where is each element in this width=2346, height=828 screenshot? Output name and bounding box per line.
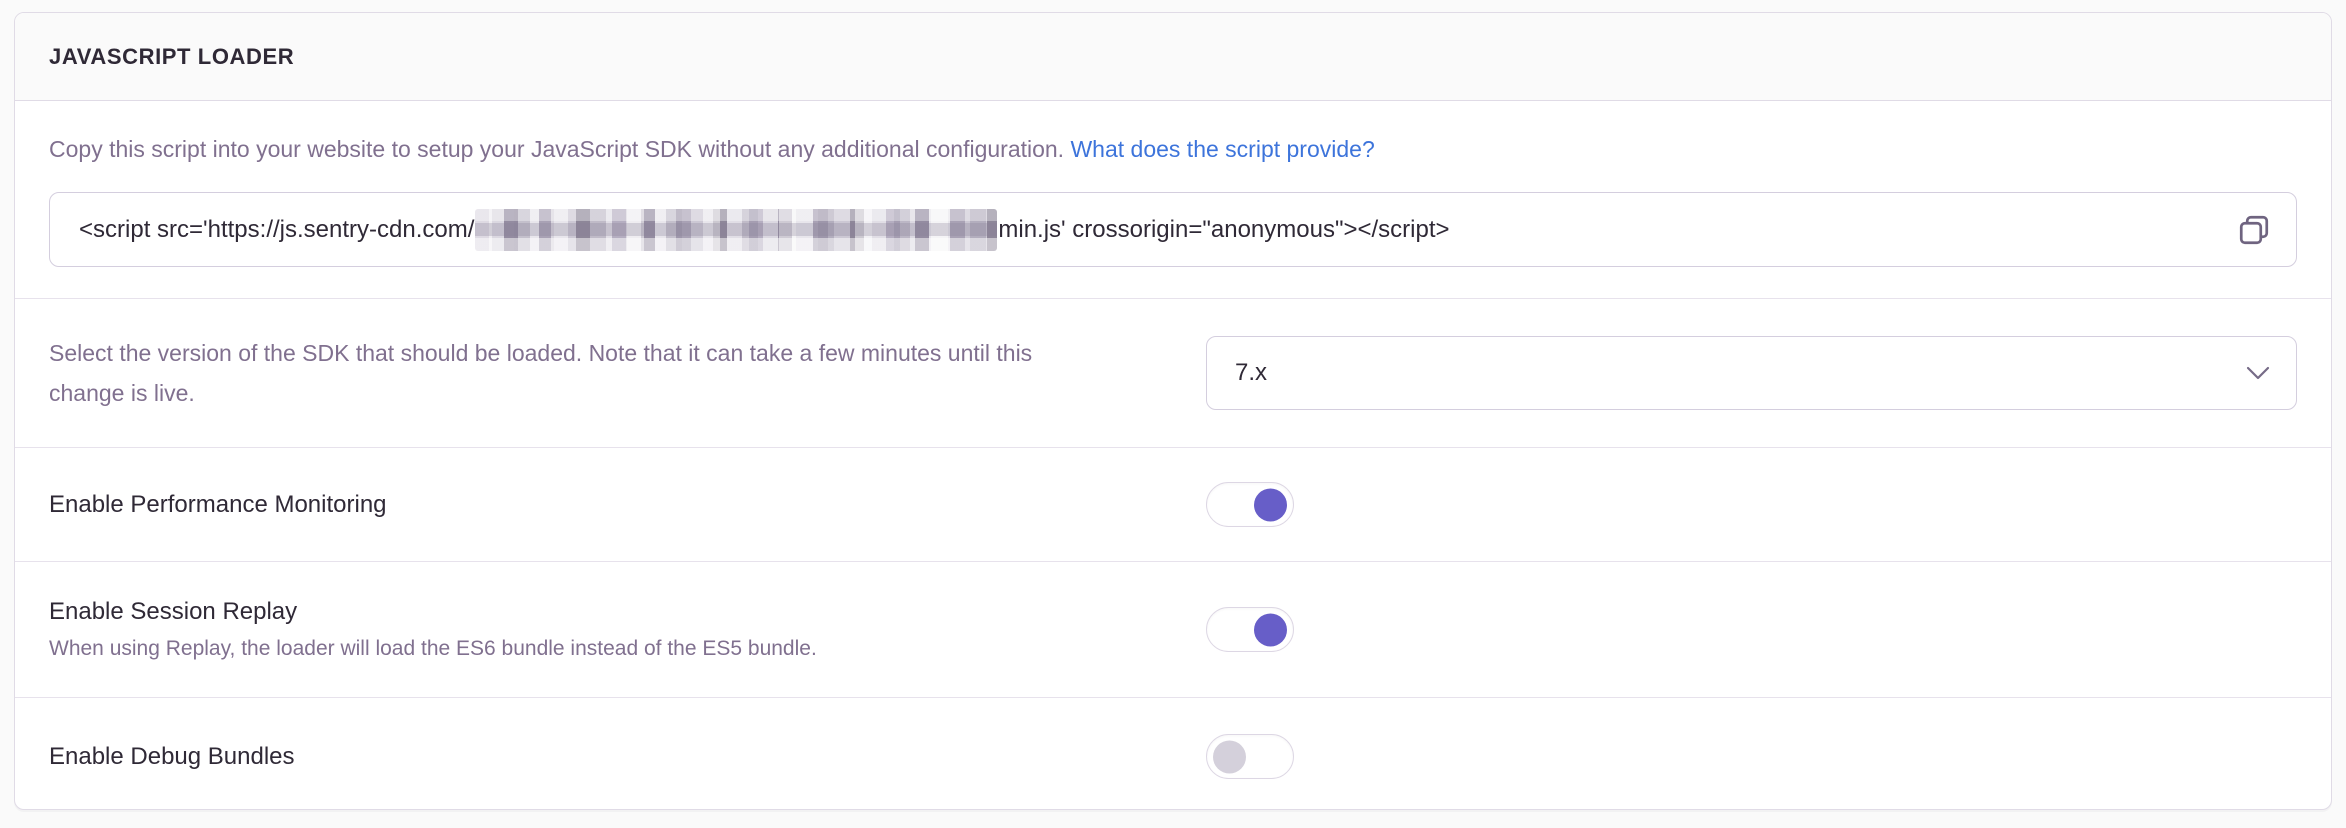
script-description-text: Copy this script into your website to se…: [49, 136, 1071, 162]
chevron-down-icon: [2246, 366, 2270, 381]
loader-script-value: <script src='https://js.sentry-cdn.com/m…: [79, 208, 1450, 251]
script-section: Copy this script into your website to se…: [15, 101, 2331, 299]
session-replay-row: Enable Session Replay When using Replay,…: [15, 562, 2331, 698]
script-code-suffix: min.js' crossorigin="anonymous"></script…: [998, 215, 1450, 243]
redacted-dsn-blur: [475, 208, 998, 251]
performance-monitoring-toggle[interactable]: [1206, 482, 1294, 527]
panel-header: JAVASCRIPT LOADER: [15, 13, 2331, 101]
loader-script-field[interactable]: <script src='https://js.sentry-cdn.com/m…: [49, 192, 2297, 267]
session-replay-help: When using Replay, the loader will load …: [49, 637, 817, 660]
script-provide-link[interactable]: What does the script provide?: [1070, 136, 1375, 162]
performance-monitoring-label: Enable Performance Monitoring: [49, 490, 387, 518]
toggle-knob: [1213, 740, 1246, 773]
toggle-knob: [1254, 613, 1287, 646]
script-code-prefix: <script src='https://js.sentry-cdn.com/: [79, 215, 475, 243]
performance-monitoring-row: Enable Performance Monitoring: [15, 448, 2331, 562]
panel-title: JAVASCRIPT LOADER: [49, 43, 295, 69]
copy-button[interactable]: [2232, 208, 2276, 252]
session-replay-label-block: Enable Session Replay When using Replay,…: [49, 596, 1206, 663]
javascript-loader-panel: JAVASCRIPT LOADER Copy this script into …: [14, 12, 2332, 810]
copy-icon: [2236, 212, 2272, 248]
script-description: Copy this script into your website to se…: [49, 134, 2297, 164]
toggle-knob: [1254, 488, 1287, 521]
debug-bundles-label: Enable Debug Bundles: [49, 742, 295, 770]
sdk-version-select[interactable]: 7.x: [1206, 336, 2297, 410]
version-section: Select the version of the SDK that shoul…: [15, 299, 2331, 448]
debug-bundles-toggle[interactable]: [1206, 734, 1294, 779]
debug-bundles-row: Enable Debug Bundles: [15, 698, 2331, 809]
sdk-version-value: 7.x: [1235, 359, 1268, 386]
version-description: Select the version of the SDK that shoul…: [49, 340, 1033, 406]
session-replay-toggle[interactable]: [1206, 607, 1294, 652]
session-replay-label: Enable Session Replay: [49, 598, 298, 625]
